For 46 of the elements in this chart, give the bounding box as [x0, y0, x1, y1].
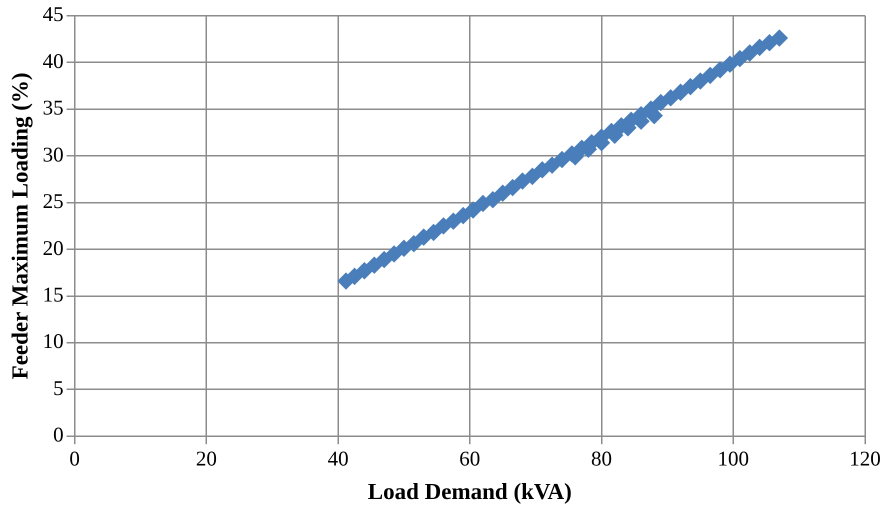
point [672, 84, 690, 101]
point [346, 268, 364, 285]
y-tick-label: 10 [42, 329, 64, 354]
point [702, 66, 719, 84]
point [534, 161, 551, 178]
y-tick-label: 5 [53, 376, 64, 400]
point [356, 262, 373, 280]
y-tick-label: 15 [42, 282, 64, 307]
y-tick-label: 30 [42, 142, 64, 166]
point [454, 207, 472, 224]
point [484, 191, 502, 208]
point [770, 30, 788, 47]
y-tick-label: 40 [42, 48, 64, 73]
x-axis-title: Load Demand (kVA) [368, 479, 572, 504]
point [494, 184, 512, 202]
point [504, 179, 522, 196]
x-tick-label: 80 [591, 446, 612, 470]
point [464, 202, 482, 219]
point [554, 151, 571, 168]
x-tick-label: 40 [328, 446, 349, 470]
point [662, 89, 680, 106]
point [712, 61, 729, 78]
point [386, 245, 403, 262]
point [405, 235, 422, 252]
point [444, 212, 462, 230]
point [721, 56, 738, 73]
x-tick-label: 0 [69, 446, 80, 470]
y-tick-label: 0 [53, 422, 64, 447]
y-axis-title: Feeder Maximum Loading (%) [8, 72, 34, 380]
x-tick-label: 120 [849, 446, 881, 470]
point [524, 168, 541, 185]
x-tick-label: 60 [459, 446, 480, 470]
y-tick-label: 45 [42, 2, 64, 26]
x-tick-label: 100 [718, 446, 750, 470]
point [682, 78, 699, 96]
y-tick-label: 35 [42, 96, 64, 120]
point [425, 224, 442, 241]
y-tick-label: 25 [42, 189, 64, 214]
point [514, 172, 531, 190]
point [692, 72, 709, 90]
point [731, 50, 748, 68]
y-tick-label: 20 [42, 236, 64, 260]
point [376, 251, 393, 268]
point [366, 256, 383, 274]
point [544, 156, 561, 174]
x-tick-label: 20 [196, 446, 217, 470]
